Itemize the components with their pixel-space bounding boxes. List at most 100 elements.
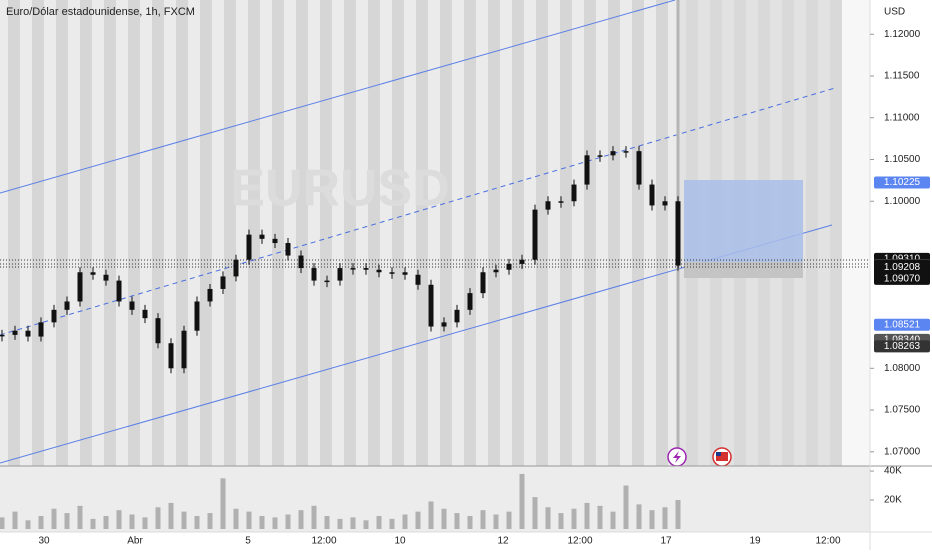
channel-middle [0,87,836,336]
candle [324,280,330,283]
volume-bar [272,517,278,529]
candle [12,330,18,335]
volume-bar [428,501,434,529]
candle [675,201,681,266]
volume-bar [51,508,57,529]
volume-bar [64,513,70,529]
candle [233,259,239,277]
stripe [176,0,188,466]
volume-bar [259,515,265,529]
candle [337,268,343,281]
flag-icon [716,452,728,461]
candle [246,234,252,260]
volume-bar [402,514,408,529]
candle [0,334,5,337]
candle [220,276,226,289]
candle [181,330,187,369]
candle [558,201,564,203]
candle [142,309,148,319]
y-tick-label: 1.07000 [884,446,921,457]
stripe [464,0,476,466]
candle [584,155,590,185]
stripe [56,0,68,466]
candle [272,238,278,244]
candle [532,209,538,260]
volume-bar [311,505,317,529]
candles [0,146,681,374]
candle [480,272,486,294]
volume-bar [0,517,5,529]
candle [155,318,161,344]
volume-bar [25,520,31,529]
volume-bar [623,485,629,529]
position-stop [684,262,803,278]
candle [571,184,577,202]
stripe [488,0,500,466]
candle [90,272,96,275]
stripe [536,0,548,466]
stripe [392,0,404,466]
volume-tick-label: 20K [884,495,902,506]
volume-bar [571,508,577,529]
candle [519,259,525,264]
volume-bar [155,507,161,529]
stripe [830,0,842,466]
stripe [128,0,140,466]
stripe [608,0,620,466]
stripe [152,0,164,466]
candle [649,184,655,206]
channel-upper [0,0,676,194]
volume-bar [324,515,330,529]
volume-bar [90,518,96,529]
stripe [224,0,236,466]
volume-bar [194,515,200,529]
volume-bar [493,514,499,529]
price-badge-label: 1.10225 [884,177,921,188]
candle [168,343,174,369]
stripe [200,0,212,466]
candle [376,269,382,273]
x-tick-label: 30 [38,536,50,547]
volume-bar [350,517,356,529]
candle [415,274,421,285]
y-tick-label: 1.08000 [884,363,921,374]
volume-bar [415,511,421,529]
volume-bar [675,500,681,529]
candle [636,151,642,185]
y-tick-label: 1.07500 [884,405,921,416]
candle [610,151,616,156]
candle [51,309,57,323]
price-badge-label: 1.08521 [884,319,921,330]
position-target [684,180,803,262]
stripe [416,0,428,466]
stripe [32,0,44,466]
candle [285,243,291,256]
watermark: EURUSD [230,160,450,218]
volume-bar [480,510,486,529]
volume-bar [597,505,603,529]
price-badge-label: 1.09208 [884,262,921,273]
stripe [248,0,260,466]
x-tick-label: 10 [394,536,406,547]
volume-bar [545,507,551,529]
stripe [440,0,452,466]
candle [623,151,629,153]
volume-bar [129,514,135,529]
x-tick-label: Abr [127,536,143,547]
candle [77,272,83,302]
volume-bar [168,502,174,529]
stripe [104,0,116,466]
candle [402,272,408,275]
candle [116,280,122,302]
volume-bar [376,515,382,529]
volume-bar [246,511,252,529]
volume-bar [662,507,668,529]
candle [64,301,70,310]
y-tick-label: 1.11500 [884,71,920,82]
session-stripes [8,0,842,466]
price-badge [874,261,930,274]
volume-bar [649,510,655,529]
candle [311,268,317,281]
